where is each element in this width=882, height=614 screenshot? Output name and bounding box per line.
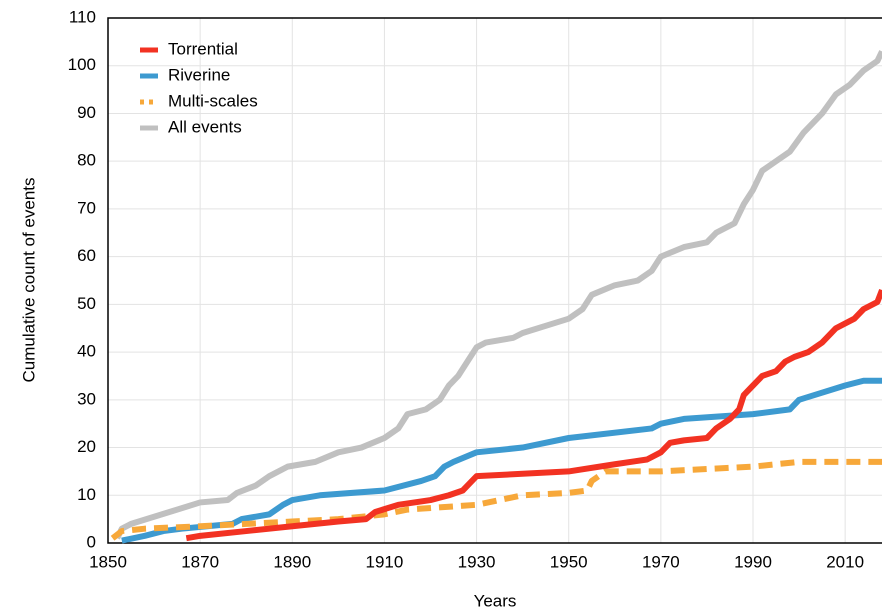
x-tick-label: 1950 [550, 552, 588, 571]
x-tick-label: 1870 [181, 552, 219, 571]
legend-label: Riverine [168, 65, 230, 84]
y-tick-label: 10 [77, 485, 96, 504]
y-tick-label: 70 [77, 198, 96, 217]
y-axis-label: Cumulative count of events [19, 177, 38, 382]
y-tick-label: 60 [77, 246, 96, 265]
x-tick-label: 1930 [458, 552, 496, 571]
x-tick-label: 1850 [89, 552, 127, 571]
axis-frame [107, 17, 882, 544]
series-line [185, 288, 882, 542]
y-tick-label: 100 [68, 55, 96, 74]
y-tick-label: 30 [77, 389, 96, 408]
x-axis-label: Years [474, 591, 517, 610]
y-tick-label: 80 [77, 151, 96, 170]
legend-label: Multi-scales [168, 91, 258, 110]
y-tick-label: 0 [87, 532, 96, 551]
series-line [121, 377, 882, 544]
series-line [110, 458, 882, 541]
legend-label: All events [168, 117, 242, 136]
x-tick-label: 1990 [734, 552, 772, 571]
y-tick-label: 50 [77, 294, 96, 313]
series-line [114, 50, 882, 540]
y-tick-label: 20 [77, 437, 96, 456]
y-tick-label: 110 [69, 7, 96, 26]
x-tick-label: 2010 [826, 552, 864, 571]
y-tick-label: 40 [77, 342, 96, 361]
y-tick-label: 90 [77, 103, 96, 122]
x-tick-label: 1910 [366, 552, 404, 571]
x-tick-label: 1970 [642, 552, 680, 571]
x-tick-label: 1890 [273, 552, 311, 571]
legend-label: Torrential [168, 39, 238, 58]
